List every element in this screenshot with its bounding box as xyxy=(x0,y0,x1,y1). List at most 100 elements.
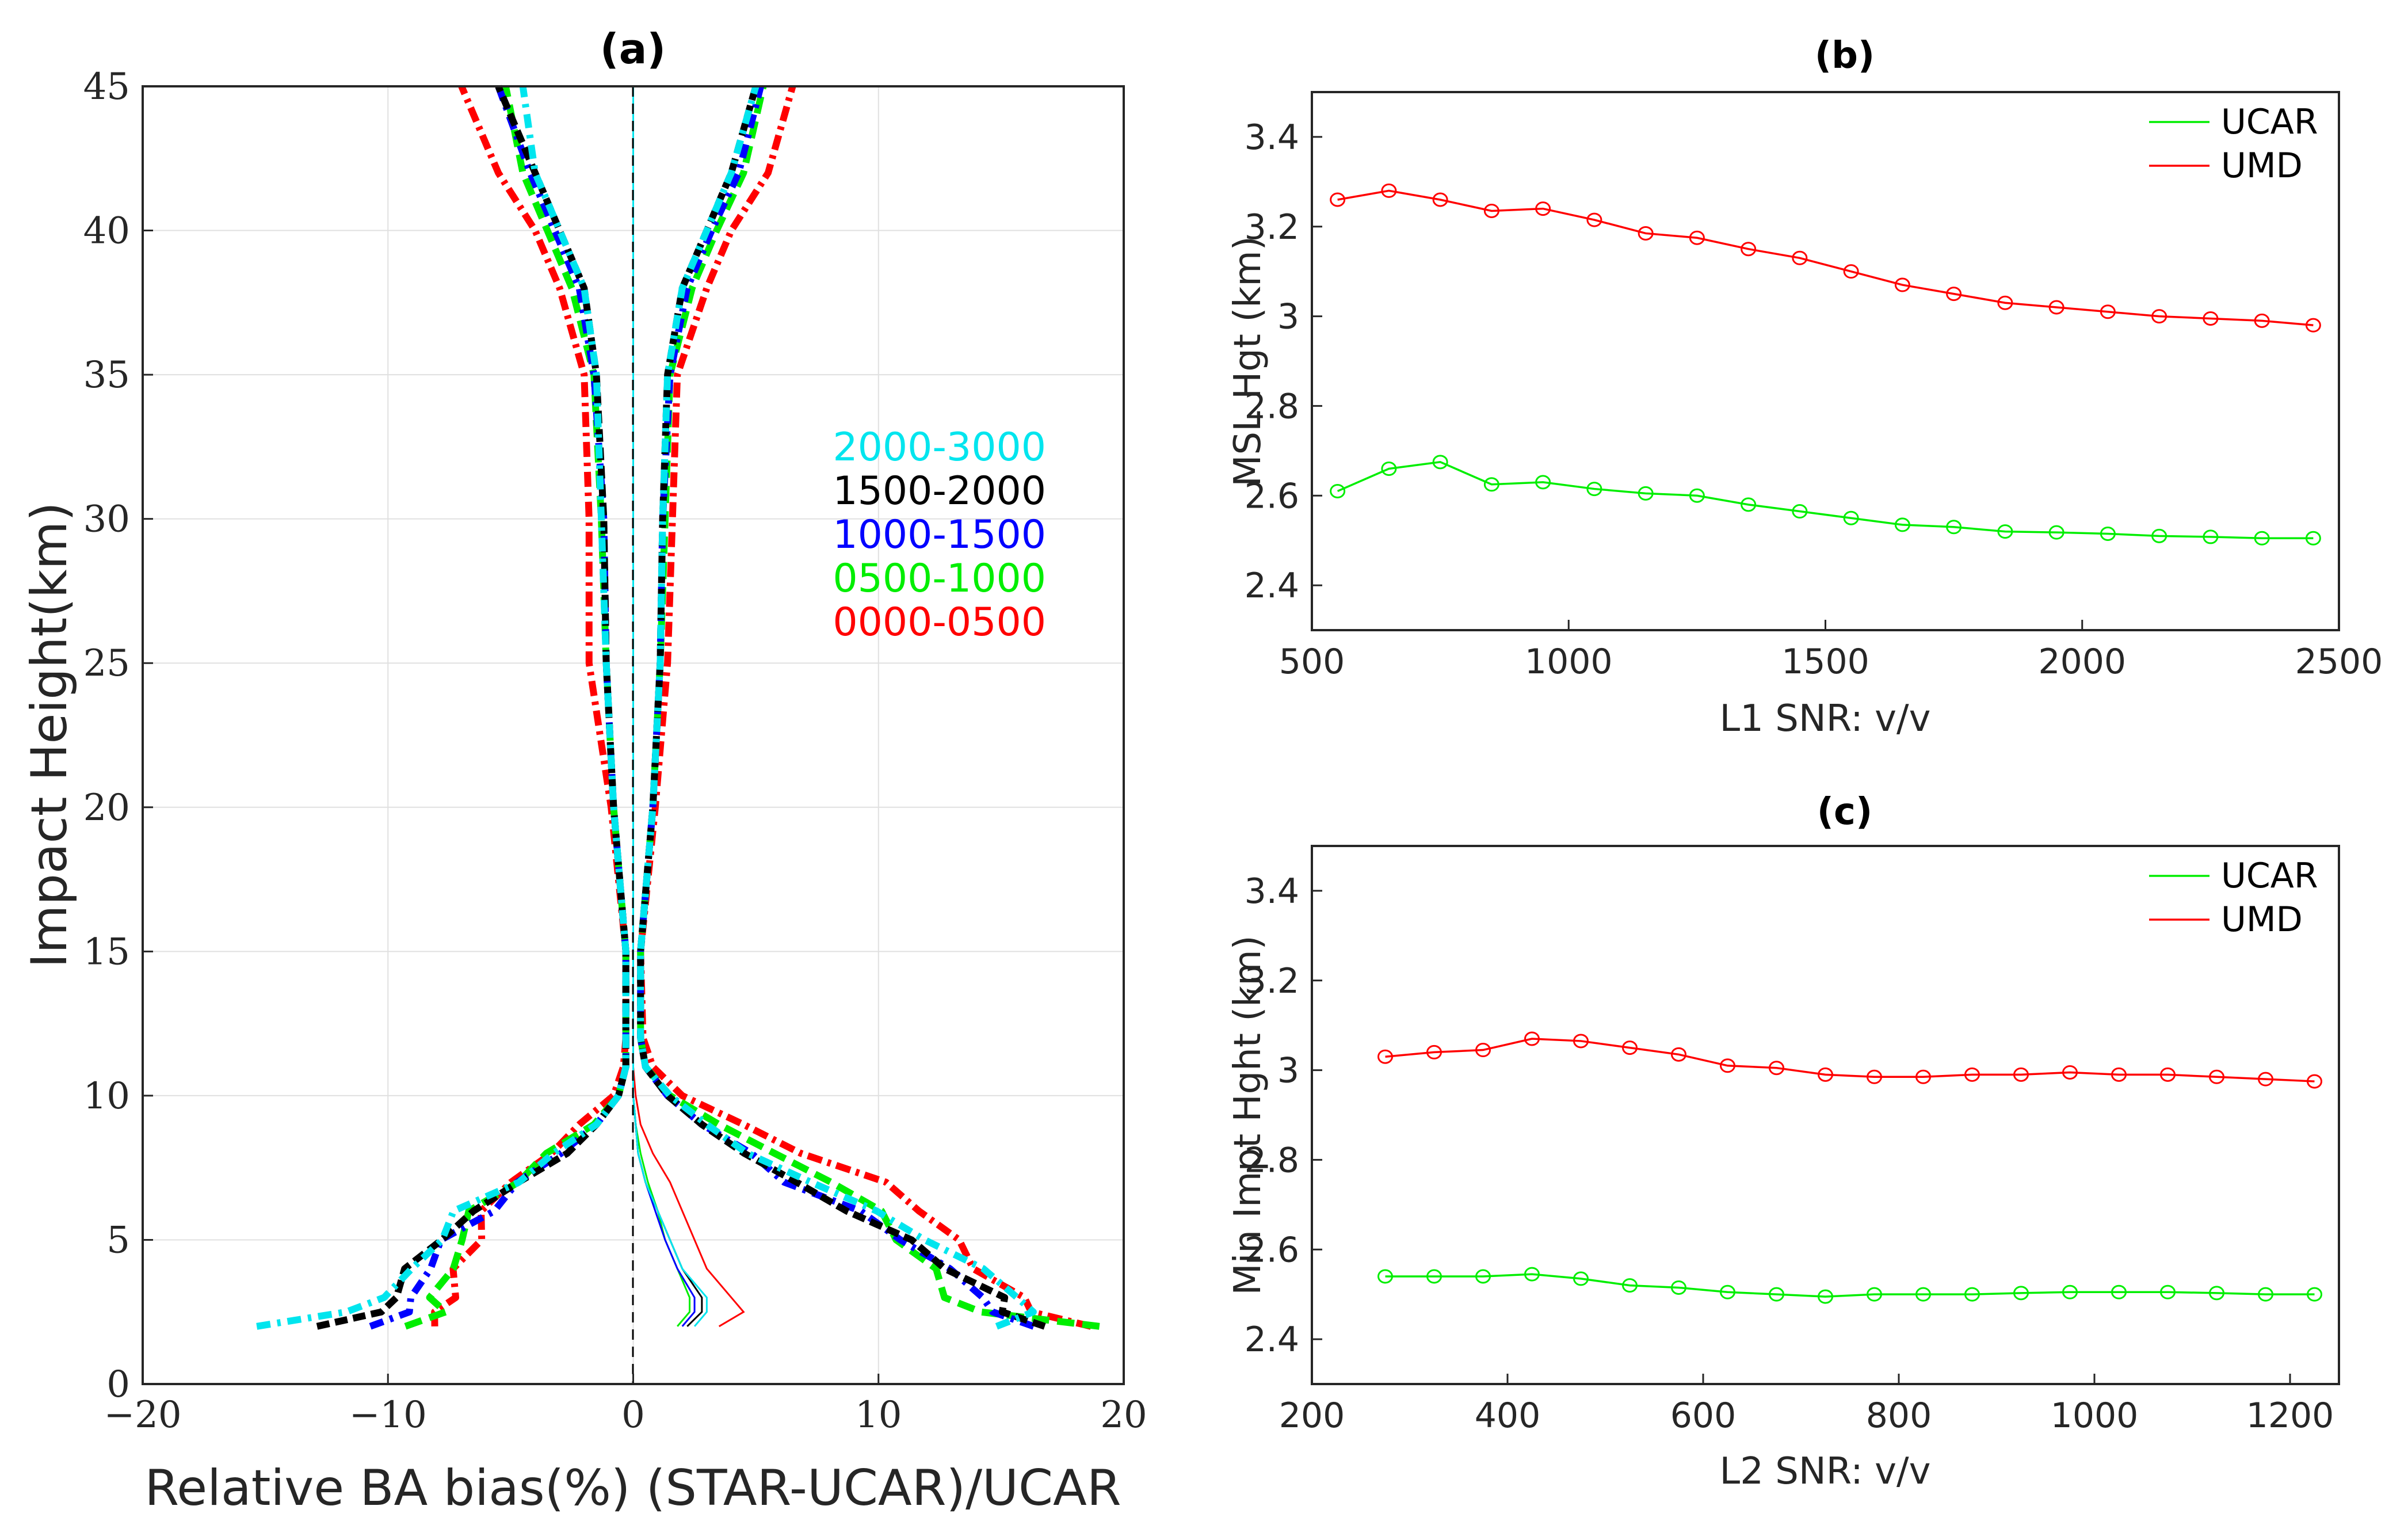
panel-c-chart: (c) 200 400 600 800 1000 1200 2.4 2.6 2.8 3 3.2 3.4… xyxy=(1227,791,2340,1493)
panel-c-series-ucar-marker xyxy=(1524,1267,1540,1282)
panel-c-series-ucar-marker xyxy=(2111,1284,2127,1299)
panel-b-series-umd-marker xyxy=(2100,304,2116,319)
panel-b-series-ucar-line xyxy=(1337,461,2314,540)
panel-b-title: (b) xyxy=(1815,35,1875,77)
panel-a-ytick-label: 45 xyxy=(83,66,130,108)
panel-c-series-ucar-marker xyxy=(2209,1286,2224,1301)
panel-c-series-ucar-marker xyxy=(1622,1278,1638,1293)
panel-b-series-ucar-marker xyxy=(1330,483,1346,498)
panel-a-ytick-label: 0 xyxy=(106,1363,130,1406)
panel-b-ytick-label: 3.2 xyxy=(1245,207,1299,247)
panel-b-series-ucar-marker xyxy=(1638,486,1654,501)
panel-c-series-umd-marker xyxy=(1524,1031,1540,1046)
panel-c-series-ucar-marker xyxy=(2013,1286,2029,1301)
panel-b-series-umd-marker xyxy=(1689,230,1705,245)
panel-c-series-ucar-marker xyxy=(2307,1287,2322,1302)
panel-c-series-ucar-marker xyxy=(1720,1284,1735,1299)
panel-c-series-ucar-marker xyxy=(1915,1287,1931,1302)
panel-b-series-umd-marker xyxy=(2305,318,2321,333)
panel-c-ytick-label: 2.8 xyxy=(1245,1140,1299,1180)
panel-a-legend-entry: 0000-0500 xyxy=(833,600,1046,645)
panel-b-series-umd-marker xyxy=(2048,300,2064,315)
panel-b-series-umd-marker xyxy=(1483,203,1499,218)
panel-c-ylabel: Min Impt Hght (km) xyxy=(1227,935,1269,1295)
panel-c-ticks: 200 400 600 800 1000 1200 2.4 2.6 2.8 3 3.2 3.4 xyxy=(1245,871,2334,1436)
panel-c-xtick-label: 1000 xyxy=(2051,1396,2139,1436)
panel-b-xlabel: L1 SNR: v/v xyxy=(1720,697,1931,740)
panel-c-series-umd-line xyxy=(1385,1038,2315,1082)
panel-b-xtick-label: 1500 xyxy=(1781,642,1869,682)
panel-c-series-umd-marker xyxy=(2111,1067,2127,1082)
panel-b-series-ucar-marker xyxy=(1997,524,2013,539)
panel-b-xtick-label: 1000 xyxy=(1525,642,1613,682)
panel-a-xtick-label: 10 xyxy=(855,1394,902,1436)
panel-b-xtick-label: 500 xyxy=(1279,642,1345,682)
panel-b-ylabel: MSL Hgt (km) xyxy=(1227,236,1269,486)
panel-b-series-umd-marker xyxy=(1381,183,1397,198)
panel-c-legend-entry: UMD xyxy=(2221,899,2303,940)
panel-c-series-umd-marker xyxy=(2307,1074,2322,1089)
panel-c-series-ucar-marker xyxy=(1867,1287,1882,1302)
panel-a-ytick-label: 40 xyxy=(83,210,130,253)
panel-b-series-ucar-marker xyxy=(1843,510,1859,525)
panel-c-series-ucar-marker xyxy=(1475,1269,1491,1284)
panel-c-series-umd-marker xyxy=(1964,1067,1980,1082)
panel-b-series-ucar-marker xyxy=(1535,475,1551,490)
panel-c-series-ucar-line xyxy=(1385,1273,2315,1298)
panel-b-xtick-label: 2500 xyxy=(2295,642,2383,682)
panel-b-series-ucar-marker xyxy=(2048,525,2064,540)
panel-a-series-0500-1000-upper xyxy=(637,85,1100,1330)
panel-c-series-ucar-marker xyxy=(2258,1287,2273,1302)
panel-b-series-umd-marker xyxy=(1586,212,1602,227)
panel-b-series-umd-marker xyxy=(1843,264,1859,279)
panel-b-series-group xyxy=(1330,183,2321,546)
panel-a-xtick-label: 20 xyxy=(1100,1394,1147,1436)
panel-a-legend: 2000-30001500-20001000-15000500-10000000… xyxy=(833,425,1046,645)
panel-a-legend-entry: 2000-3000 xyxy=(833,425,1046,470)
panel-c-series-group xyxy=(1377,1031,2322,1304)
panel-c-series-umd-marker xyxy=(1622,1040,1638,1055)
panel-c-xtick-label: 800 xyxy=(1866,1396,1932,1436)
panel-a-ytick-label: 20 xyxy=(83,787,130,829)
panel-a-series-0000-0500-lower xyxy=(431,85,629,1326)
panel-a-ylabel: Impact Height(km) xyxy=(21,502,78,968)
panel-c-xtick-label: 1200 xyxy=(2246,1396,2334,1436)
panel-b-series-ucar-marker xyxy=(1741,497,1757,512)
panel-c-series-umd-marker xyxy=(1867,1069,1882,1084)
panel-a-ytick-label: 5 xyxy=(106,1219,130,1261)
panel-c-series-umd-marker xyxy=(1475,1043,1491,1058)
panel-c-series-umd-marker xyxy=(2062,1065,2078,1080)
panel-c-series-ucar-marker xyxy=(1377,1269,1393,1284)
panel-a-ytick-label: 35 xyxy=(83,354,130,397)
panel-b-legend-entry: UMD xyxy=(2221,146,2303,186)
panel-c-series-umd-marker xyxy=(1671,1047,1686,1062)
panel-b-series-umd-marker xyxy=(2203,311,2219,326)
panel-c-xtick-label: 600 xyxy=(1670,1396,1737,1436)
panel-b-series-ucar-marker xyxy=(1432,455,1448,470)
panel-b-series-ucar-marker xyxy=(2305,531,2321,546)
panel-b-ytick-label: 3 xyxy=(1277,297,1299,337)
panel-a-ytick-label: 15 xyxy=(83,931,130,973)
panel-b-ticks: 500 1000 1500 2000 2500 2.4 2.6 2.8 3 3.2 3.4 xyxy=(1245,117,2383,682)
panel-c-xtick-label: 200 xyxy=(1279,1396,1345,1436)
panel-c-series-umd-marker xyxy=(1915,1069,1931,1084)
panel-b-chart: (b) 500 1000 1500 2000 25002.42.62.833.23.4 … xyxy=(1227,35,2383,740)
panel-c-series-ucar-marker xyxy=(2160,1284,2176,1299)
panel-b-series-ucar-marker xyxy=(1586,482,1602,497)
panel-c-series-umd-marker xyxy=(1720,1058,1735,1073)
panel-c-series-ucar-marker xyxy=(1769,1287,1784,1302)
panel-a-series-0000-0500-upper xyxy=(637,85,1092,1330)
panel-b-series-umd-marker xyxy=(1535,201,1551,216)
panel-a-legend-entry: 1000-1500 xyxy=(833,512,1046,558)
panel-b-series-umd-marker xyxy=(1741,242,1757,257)
panel-a-ytick-label: 10 xyxy=(83,1075,130,1118)
panel-a-title: (a) xyxy=(600,25,666,73)
panel-a-xtick-label: −20 xyxy=(104,1394,181,1436)
panel-c-series-umd-marker xyxy=(2258,1072,2273,1087)
panel-b-ytick-label: 3.4 xyxy=(1245,117,1299,158)
panel-c-ytick-label: 3 xyxy=(1277,1051,1299,1091)
panel-c-series-umd-marker xyxy=(1377,1049,1393,1064)
panel-c-series-ucar-marker xyxy=(2062,1284,2078,1299)
panel-c-series-ucar-marker xyxy=(1573,1271,1589,1286)
panel-a-xtick-label: −10 xyxy=(349,1394,427,1436)
